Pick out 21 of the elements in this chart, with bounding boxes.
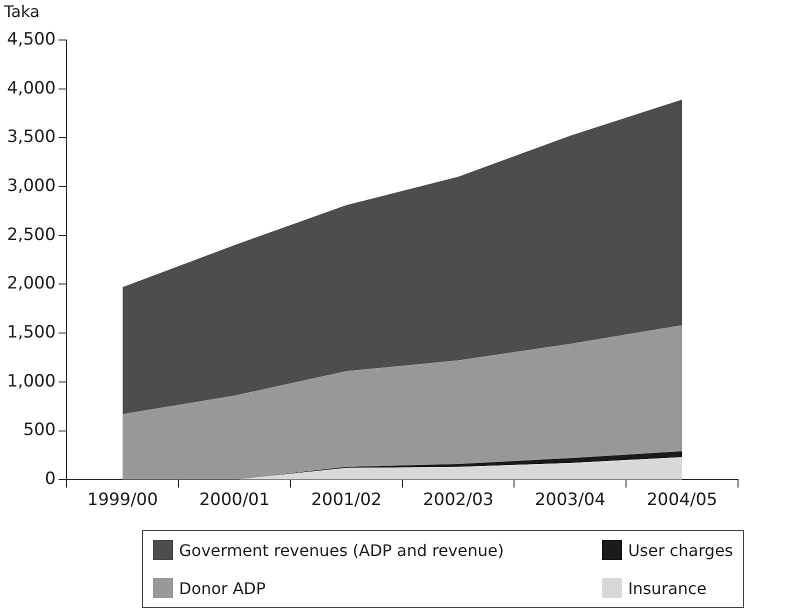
y-tick-label: 2,500 — [6, 224, 56, 245]
y-axis-title: Taka — [4, 2, 40, 21]
legend-label: User charges — [627, 540, 733, 560]
legend-label: Insurance — [627, 578, 708, 598]
y-tick-label: 4,500 — [6, 29, 56, 50]
y-tick-label: 4,000 — [6, 78, 56, 98]
x-tick-label: 2004/05 — [646, 490, 718, 510]
y-tick-label: 3,500 — [6, 127, 56, 148]
x-tick-label: 2001/02 — [311, 490, 382, 510]
y-tick-label: 2,000 — [6, 274, 56, 294]
x-tick-label: 2003/04 — [534, 490, 606, 510]
y-tick-label: 0 — [44, 469, 56, 490]
legend-label: Donor ADP — [178, 578, 267, 598]
x-tick-label: 2002/03 — [422, 490, 494, 510]
y-tick-label: 3,000 — [6, 176, 56, 196]
y-tick-label: 1,500 — [6, 322, 56, 342]
x-tick-label: 2000/01 — [199, 490, 270, 510]
legend-label: Goverment revenues (ADP and revenue) — [178, 540, 504, 560]
y-tick-label: 500 — [23, 420, 56, 440]
y-tick-label: 1,000 — [6, 371, 56, 392]
x-tick-label: 1999/00 — [87, 490, 158, 510]
